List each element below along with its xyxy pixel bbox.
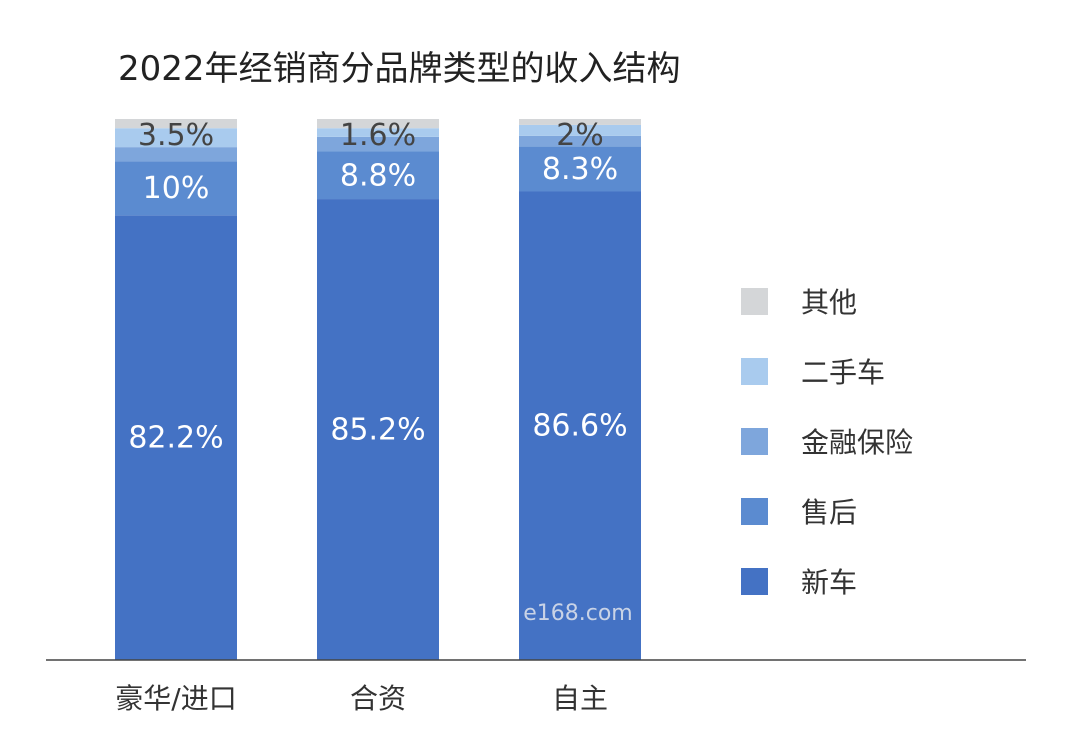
legend-swatch-3 <box>741 428 768 455</box>
data-label-1-2: 10% <box>143 171 210 206</box>
bar-segment-3-4 <box>519 124 641 136</box>
bar-segment-1-2 <box>115 161 237 216</box>
bar-segment-2-2 <box>317 151 439 200</box>
bar-segment-2-4 <box>317 128 439 137</box>
data-label-2-2: 8.8% <box>340 158 416 193</box>
labels-layer: 82.2% 10% 3.5% 85.2% 8.8% 1.6% 86.6% 8.3%2% <box>128 118 627 456</box>
legend-label-5: 其他 <box>801 286 857 319</box>
category-labels: 豪华/进口 合资 自主 <box>115 682 608 715</box>
watermark-text: e168.com <box>523 601 633 626</box>
data-label-1-1: 82.2% <box>128 421 223 456</box>
legend-swatch-2 <box>741 498 768 525</box>
bar-segment-3-2 <box>519 146 641 192</box>
data-label-1-4: 3.5% <box>138 118 214 153</box>
legend-label-4: 二手车 <box>801 356 885 389</box>
bar-segment-2-5 <box>317 119 439 129</box>
bar-segment-3-1 <box>519 191 641 660</box>
legend-label-3: 金融保险 <box>801 426 913 459</box>
bar-segment-2-1 <box>317 199 439 660</box>
category-label-2: 合资 <box>350 682 406 715</box>
legend-swatch-4 <box>741 358 768 385</box>
data-label-3-1: 86.6% <box>532 409 627 444</box>
category-label-3: 自主 <box>552 682 608 715</box>
legend-label-2: 售后 <box>801 496 857 529</box>
data-label-2-1: 85.2% <box>330 413 425 448</box>
bars-layer <box>115 119 641 660</box>
category-label-1: 豪华/进口 <box>115 682 236 715</box>
data-label-3-4: 2% <box>556 118 604 153</box>
data-label-3-2: 8.3% <box>542 152 618 187</box>
legend-swatch-1 <box>741 568 768 595</box>
bar-segment-3-3 <box>519 135 641 147</box>
bar-segment-2-3 <box>317 136 439 152</box>
bar-segment-1-1 <box>115 215 237 660</box>
legend-swatch-5 <box>741 288 768 315</box>
bar-segment-1-4 <box>115 128 237 148</box>
bar-segment-1-3 <box>115 147 237 162</box>
bar-segment-3-5 <box>519 119 641 125</box>
chart-title: 2022年经销商分品牌类型的收入结构 <box>118 49 681 89</box>
legend-label-1: 新车 <box>801 566 857 599</box>
data-label-2-4: 1.6% <box>340 118 416 153</box>
bar-segment-1-5 <box>115 119 237 129</box>
